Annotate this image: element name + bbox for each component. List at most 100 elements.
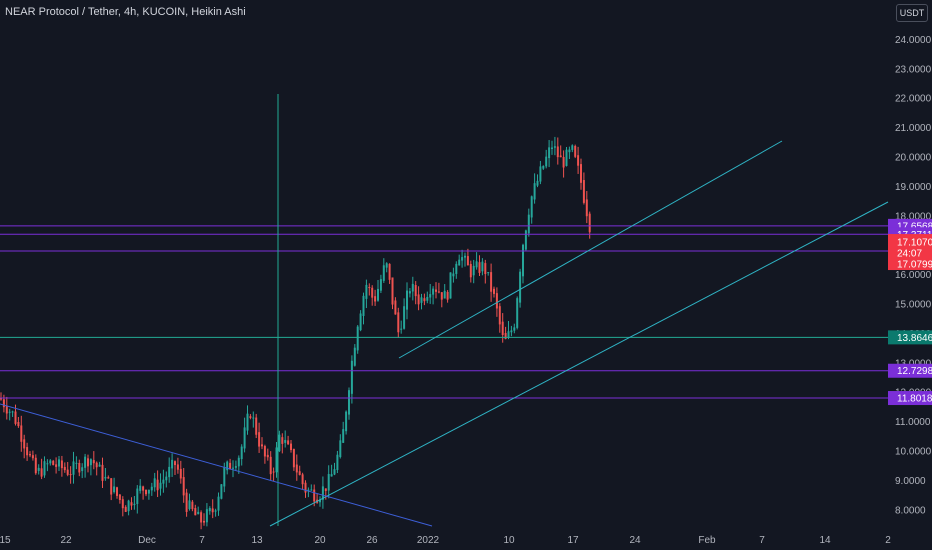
candle-body xyxy=(551,147,553,149)
candle-body xyxy=(443,290,446,299)
candle-body xyxy=(191,501,194,510)
candle-body xyxy=(284,439,287,443)
chart-title: NEAR Protocol / Tether, 4h, KUCOIN, Heik… xyxy=(5,6,246,18)
candle-body xyxy=(484,263,487,275)
candle-body xyxy=(553,146,556,148)
y-tick-label: 15.0000 xyxy=(895,299,932,310)
x-tick-label: 7 xyxy=(199,535,205,546)
candle-body xyxy=(313,489,316,502)
candle-body xyxy=(145,489,147,495)
candle-body xyxy=(211,508,214,513)
candle-body xyxy=(377,288,379,301)
candle-body xyxy=(437,291,440,293)
candle-body xyxy=(17,422,20,427)
candle-body xyxy=(208,508,211,512)
candle-body xyxy=(266,454,269,458)
candle-body xyxy=(406,290,408,310)
bar-countdown-label: 24:07 xyxy=(897,249,922,260)
candle-body xyxy=(243,427,246,449)
candle-body xyxy=(582,180,585,203)
candle-body xyxy=(203,520,205,523)
y-tick-label: 11.0000 xyxy=(895,417,931,428)
y-tick-label: 19.0000 xyxy=(895,182,932,193)
candle-body xyxy=(391,277,394,305)
candle-body xyxy=(20,425,23,442)
candle-body xyxy=(37,467,40,471)
upper-trendline[interactable] xyxy=(398,140,783,359)
candle-body xyxy=(217,496,220,511)
candle-body xyxy=(258,432,261,447)
candle-body xyxy=(504,332,507,339)
candle-body xyxy=(174,461,176,466)
candle-body xyxy=(301,474,304,485)
candle-body xyxy=(452,273,455,277)
candle-body xyxy=(116,487,118,496)
candle-body xyxy=(513,327,516,331)
candle-body xyxy=(188,500,191,510)
candle-body xyxy=(5,405,8,414)
candle-body xyxy=(237,457,240,467)
candle-body xyxy=(127,500,130,512)
currency-unit-button[interactable]: USDT xyxy=(896,4,928,22)
candle-body xyxy=(374,296,377,302)
candle-body xyxy=(43,461,46,476)
candle-body xyxy=(571,145,574,150)
candle-body xyxy=(585,199,588,217)
x-tick-label: 10 xyxy=(503,535,515,546)
y-tick-label: 10.0000 xyxy=(895,447,932,458)
candle-body xyxy=(539,166,542,182)
candle-body xyxy=(388,263,391,280)
candle-body xyxy=(234,466,237,468)
candle-body xyxy=(455,263,458,274)
candle-body xyxy=(287,440,290,445)
candle-body xyxy=(339,440,342,458)
candle-body xyxy=(261,444,263,447)
candle-body xyxy=(66,469,69,475)
candle-body xyxy=(98,464,101,467)
candle-body xyxy=(559,155,562,158)
y-tick-label: 20.0000 xyxy=(895,152,932,163)
descending-trendline[interactable] xyxy=(0,403,433,527)
candle-body xyxy=(205,509,208,523)
lower-trendline[interactable] xyxy=(269,201,889,527)
candle-body xyxy=(414,285,417,297)
candle-body xyxy=(26,447,29,456)
level-price-label: 13.8646 xyxy=(897,333,932,344)
candle-body xyxy=(359,313,362,331)
candle-body xyxy=(23,439,26,449)
candle-body xyxy=(11,411,14,413)
candle-body xyxy=(29,454,31,456)
x-tick-label: 22 xyxy=(60,535,72,546)
candle-body xyxy=(281,437,284,444)
candle-body xyxy=(104,476,107,479)
candle-body xyxy=(464,255,466,258)
candle-body xyxy=(385,263,388,268)
candle-body xyxy=(185,492,188,512)
candle-body xyxy=(327,474,330,491)
candle-body xyxy=(524,230,527,250)
candle-body xyxy=(255,417,258,435)
candle-body xyxy=(310,489,313,491)
candle-body xyxy=(78,462,81,473)
candle-body xyxy=(81,467,84,472)
x-tick-label: 2022 xyxy=(417,535,440,546)
candle-body xyxy=(342,429,345,443)
drawings-layer xyxy=(0,94,889,527)
candle-body xyxy=(490,272,493,292)
time-axis[interactable]: 15 22 Dec 7 13 20 26 2022 10 17 24 Feb 7 14 2 xyxy=(0,535,891,546)
candle-body xyxy=(411,283,414,292)
candle-body xyxy=(240,446,243,460)
candle-body xyxy=(139,485,142,491)
candle-body xyxy=(536,180,539,186)
candle-body xyxy=(8,411,11,413)
y-tick-label: 21.0000 xyxy=(895,123,932,134)
candle-body xyxy=(14,411,17,424)
candle-body xyxy=(333,469,336,475)
x-tick-label: 2 xyxy=(885,535,891,546)
candle-body xyxy=(95,462,98,468)
y-tick-label: 9.0000 xyxy=(895,476,926,487)
candle-body xyxy=(319,499,321,503)
candle-body xyxy=(197,511,200,515)
